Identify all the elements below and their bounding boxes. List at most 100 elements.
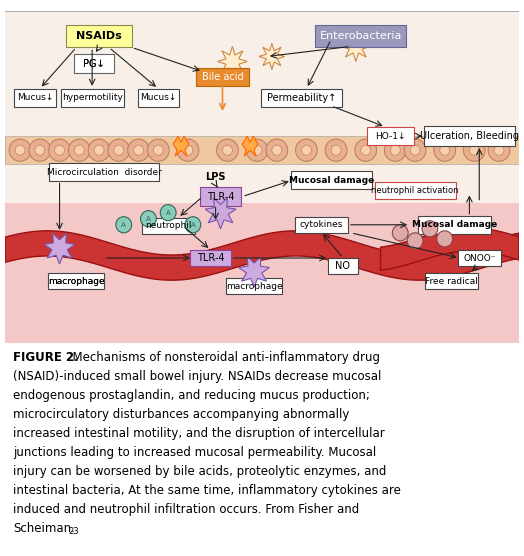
Circle shape: [154, 145, 163, 155]
Circle shape: [407, 233, 423, 249]
FancyBboxPatch shape: [375, 182, 455, 198]
Polygon shape: [173, 136, 189, 156]
FancyBboxPatch shape: [291, 171, 372, 190]
Circle shape: [88, 139, 110, 161]
Polygon shape: [205, 198, 236, 229]
Circle shape: [463, 139, 485, 161]
Text: PG↓: PG↓: [83, 58, 105, 68]
Circle shape: [116, 217, 132, 233]
Circle shape: [15, 145, 25, 155]
Text: TLR-4: TLR-4: [197, 253, 224, 263]
Circle shape: [216, 139, 238, 161]
Circle shape: [223, 145, 232, 155]
Text: Mucosal damage: Mucosal damage: [289, 176, 374, 185]
Text: neutrophil: neutrophil: [145, 221, 191, 230]
Circle shape: [177, 139, 199, 161]
Text: PG↓: PG↓: [83, 58, 105, 68]
Text: cytokines: cytokines: [300, 220, 343, 229]
Circle shape: [29, 139, 51, 161]
Circle shape: [246, 139, 268, 161]
Circle shape: [390, 145, 400, 155]
Circle shape: [54, 145, 64, 155]
Circle shape: [108, 139, 129, 161]
FancyBboxPatch shape: [5, 202, 519, 334]
Circle shape: [404, 139, 426, 161]
Text: macrophage: macrophage: [226, 282, 282, 291]
Text: junctions leading to increased mucosal permeability. Mucosal: junctions leading to increased mucosal p…: [13, 446, 376, 459]
Text: Scheiman.: Scheiman.: [13, 522, 75, 535]
Circle shape: [355, 139, 377, 161]
Circle shape: [385, 139, 406, 161]
FancyBboxPatch shape: [315, 25, 406, 47]
Text: increased intestinal motility, and the disruption of intercellular: increased intestinal motility, and the d…: [13, 427, 385, 440]
Circle shape: [49, 139, 70, 161]
Polygon shape: [44, 234, 75, 264]
Circle shape: [440, 145, 450, 155]
Polygon shape: [259, 43, 285, 70]
Circle shape: [147, 139, 169, 161]
Circle shape: [94, 145, 104, 155]
FancyBboxPatch shape: [418, 216, 491, 234]
FancyBboxPatch shape: [424, 126, 515, 146]
Circle shape: [160, 205, 176, 221]
Text: Bile acid: Bile acid: [202, 72, 243, 82]
Text: NSAIDs: NSAIDs: [76, 31, 122, 41]
Circle shape: [325, 139, 347, 161]
Text: FIGURE 2.: FIGURE 2.: [13, 351, 79, 364]
PathPatch shape: [5, 231, 519, 280]
FancyBboxPatch shape: [138, 89, 179, 107]
Text: intestinal bacteria, At the same time, inflammatory cytokines are: intestinal bacteria, At the same time, i…: [13, 484, 401, 497]
Circle shape: [74, 145, 84, 155]
Circle shape: [361, 145, 370, 155]
Text: Free radical: Free radical: [425, 277, 478, 286]
Circle shape: [392, 225, 408, 241]
Circle shape: [434, 139, 455, 161]
Text: macrophage: macrophage: [48, 277, 105, 286]
Text: microcirculatory disturbances accompanying abnormally: microcirculatory disturbances accompanyi…: [13, 408, 350, 421]
FancyBboxPatch shape: [5, 136, 519, 165]
Text: injury can be worsened by bile acids, proteolytic enzymes, and: injury can be worsened by bile acids, pr…: [13, 465, 387, 478]
Circle shape: [410, 145, 420, 155]
PathPatch shape: [380, 228, 519, 270]
Text: A: A: [146, 216, 151, 222]
Text: Mucus↓: Mucus↓: [140, 93, 177, 102]
Text: NO: NO: [335, 261, 351, 271]
Text: macrophage: macrophage: [48, 277, 105, 286]
FancyBboxPatch shape: [328, 258, 358, 274]
Circle shape: [266, 139, 288, 161]
Text: ONOO⁻: ONOO⁻: [463, 254, 496, 262]
Text: (NSAID)-induced small bowel injury. NSAIDs decrease mucosal: (NSAID)-induced small bowel injury. NSAI…: [13, 370, 381, 383]
FancyBboxPatch shape: [141, 218, 195, 234]
FancyBboxPatch shape: [226, 278, 282, 294]
FancyBboxPatch shape: [14, 89, 56, 107]
Text: induced and neutrophil infiltration occurs. From Fisher and: induced and neutrophil infiltration occu…: [13, 503, 359, 516]
Text: Microcirculation  disorder: Microcirculation disorder: [47, 168, 161, 177]
FancyBboxPatch shape: [457, 250, 501, 266]
Circle shape: [9, 139, 31, 161]
Circle shape: [252, 145, 262, 155]
Text: LPS: LPS: [205, 172, 226, 182]
Text: A: A: [166, 210, 170, 216]
Polygon shape: [217, 46, 247, 77]
FancyBboxPatch shape: [74, 54, 114, 73]
Text: hypermotility: hypermotility: [62, 93, 123, 102]
Text: Mucosal damage: Mucosal damage: [412, 220, 497, 229]
Circle shape: [128, 139, 149, 161]
Circle shape: [183, 145, 193, 155]
FancyBboxPatch shape: [66, 25, 132, 47]
Text: Ulceration, Bleeding: Ulceration, Bleeding: [420, 131, 519, 141]
FancyBboxPatch shape: [367, 127, 413, 145]
FancyBboxPatch shape: [190, 250, 232, 266]
Polygon shape: [341, 31, 370, 62]
Circle shape: [470, 145, 479, 155]
Circle shape: [494, 145, 504, 155]
Text: Mechanisms of nonsteroidal anti-inflammatory drug: Mechanisms of nonsteroidal anti-inflamma…: [64, 351, 380, 364]
FancyBboxPatch shape: [261, 89, 342, 107]
Polygon shape: [242, 136, 258, 156]
Text: endogenous prostaglandin, and reducing mucus production;: endogenous prostaglandin, and reducing m…: [13, 389, 370, 401]
Circle shape: [422, 221, 438, 237]
Circle shape: [114, 145, 124, 155]
Circle shape: [488, 139, 510, 161]
Circle shape: [134, 145, 144, 155]
Polygon shape: [239, 256, 269, 287]
